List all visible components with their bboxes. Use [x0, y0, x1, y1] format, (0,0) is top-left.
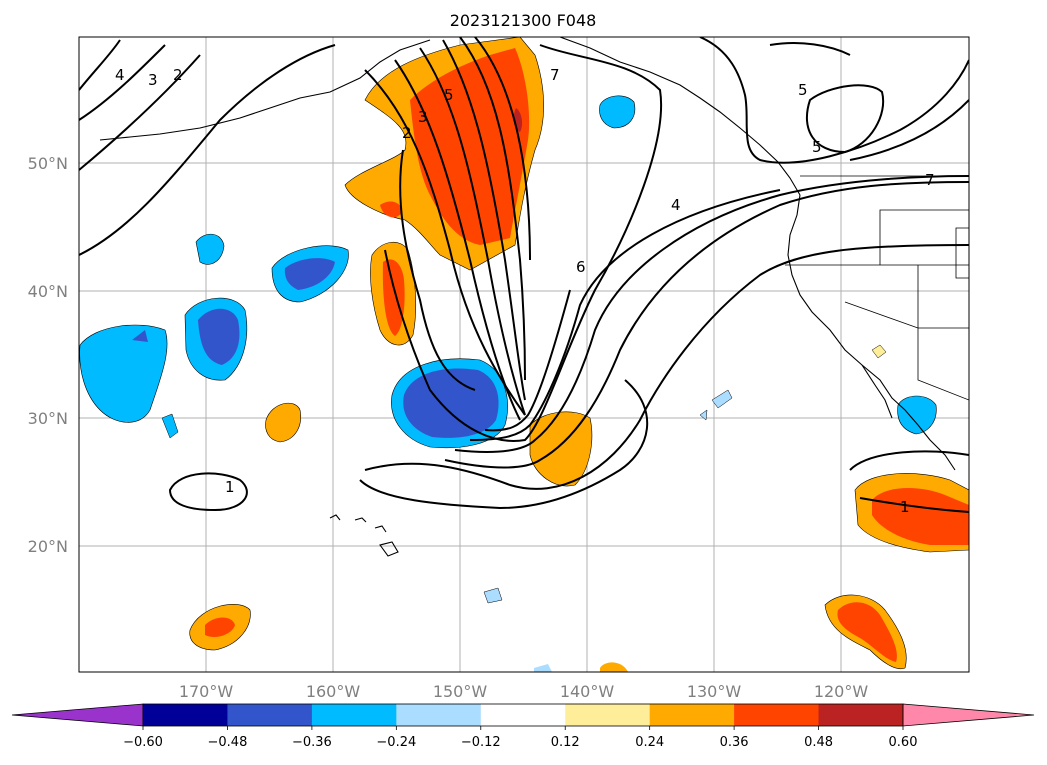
contour-label: 6 — [576, 258, 586, 276]
coastlines — [99, 37, 956, 557]
contour-label: 3 — [148, 71, 158, 89]
colorbar-segment — [396, 704, 482, 726]
contour-label: 7 — [550, 66, 560, 84]
contour-label: 4 — [115, 66, 125, 84]
colorbar-segment — [818, 704, 904, 726]
contour-label: 5 — [444, 86, 454, 104]
colorbar-tick-label: −0.36 — [292, 735, 332, 750]
lon-label: 120°W — [814, 682, 869, 701]
positive-anomaly-west-tongue — [370, 201, 417, 346]
map-frame — [78, 36, 970, 673]
map-title: 2023121300 F048 — [450, 11, 597, 30]
contour-label: 2 — [402, 124, 412, 142]
contour-label: 5 — [798, 81, 808, 99]
colorbar-segment — [143, 704, 228, 726]
lat-label: 40°N — [28, 282, 68, 301]
colorbar-tick-label: −0.48 — [208, 735, 248, 750]
lon-label: 150°W — [433, 682, 488, 701]
colorbar-segment — [565, 704, 651, 726]
colorbar-tick-label: 0.60 — [889, 735, 918, 750]
negative-anomaly-west — [79, 233, 349, 439]
negative-anomaly-east — [483, 95, 937, 672]
lat-label: 30°N — [28, 409, 68, 428]
lat-label: 20°N — [28, 537, 68, 556]
colorbar-segment — [311, 704, 397, 726]
longitude-labels: 170°W 160°W 150°W 140°W 130°W 120°W — [179, 682, 869, 701]
colorbar: −0.60 −0.48 −0.36 −0.24 −0.12 0.12 0.24 0.36 0.4… — [11, 703, 1035, 750]
colorbar-segment — [649, 704, 735, 726]
lon-label: 130°W — [687, 682, 742, 701]
contour-label: 1 — [900, 498, 910, 516]
colorbar-tick-label: −0.24 — [376, 735, 416, 750]
colorbar-segment — [734, 704, 820, 726]
contour-label: 5 — [812, 138, 822, 156]
colorbar-tick-label: 0.24 — [635, 735, 664, 750]
gridlines — [79, 37, 969, 672]
colorbar-tick-label: −0.60 — [123, 735, 163, 750]
contour-label: 2 — [173, 66, 183, 84]
colorbar-tick-label: 0.12 — [551, 735, 580, 750]
colorbar-segment — [480, 704, 566, 726]
lon-label: 170°W — [179, 682, 234, 701]
contour-label: 3 — [418, 108, 428, 126]
latitude-labels: 50°N 40°N 30°N 20°N — [28, 154, 68, 556]
colorbar-extend-min — [11, 703, 144, 727]
contour-label: 7 — [925, 171, 935, 189]
negative-anomaly-central — [391, 358, 508, 449]
positive-anomaly-baja — [824, 344, 969, 670]
colorbar-tick-label: −0.12 — [461, 735, 501, 750]
colorbar-tick-label: 0.36 — [720, 735, 749, 750]
lat-label: 50°N — [28, 154, 68, 173]
contour-label: 4 — [671, 196, 681, 214]
map-content: 4 3 2 5 7 2 3 5 4 5 7 6 1 1 — [79, 37, 969, 672]
contour-labels: 4 3 2 5 7 2 3 5 4 5 7 6 1 1 — [115, 66, 935, 516]
height-contours — [79, 37, 969, 513]
contour-label: 1 — [225, 478, 235, 496]
lon-label: 160°W — [306, 682, 361, 701]
colorbar-extend-max — [902, 703, 1035, 727]
colorbar-border — [142, 703, 904, 727]
lon-label: 140°W — [560, 682, 615, 701]
colorbar-tick-label: 0.48 — [804, 735, 833, 750]
colorbar-segment — [227, 704, 313, 726]
positive-anomaly-south — [189, 604, 628, 672]
